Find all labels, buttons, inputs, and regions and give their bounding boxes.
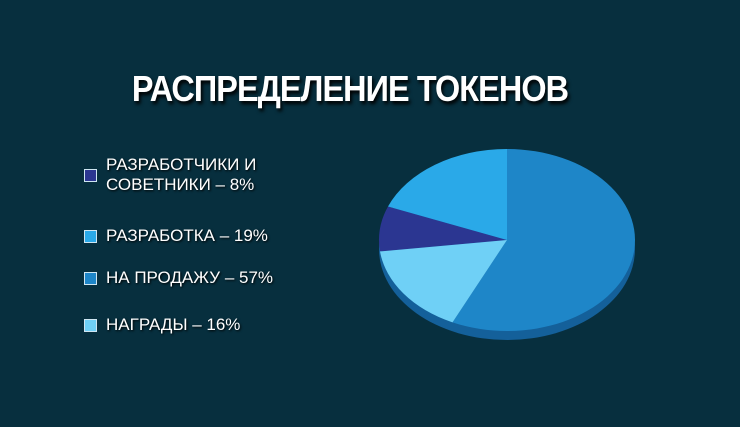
pie-slice [387,149,507,240]
pie-slice [378,206,507,252]
pie-slice [380,240,507,323]
legend-item: РАЗРАБОТЧИКИ И СОВЕТНИКИ – 8% [84,155,316,195]
pie-slice [452,149,636,331]
legend-swatch [84,229,97,243]
legend-item: НА ПРОДАЖУ – 57% [84,268,316,288]
legend-item: НАГРАДЫ – 16% [84,315,316,335]
legend-label: НА ПРОДАЖУ – 57% [106,268,274,287]
legend-swatch [84,168,97,182]
legend-label: НАГРАДЫ – 16% [106,315,241,334]
chart-title: РАСПРЕДЕЛЕНИЕ ТОКЕНОВ [131,68,569,109]
legend-item: РАЗРАБОТКА – 19% [84,226,316,246]
legend-label: РАЗРАБОТКА – 19% [106,226,268,245]
legend-swatch [84,318,97,332]
legend-label: РАЗРАБОТЧИКИ И СОВЕТНИКИ – 8% [106,155,257,194]
legend-swatch [84,271,97,285]
